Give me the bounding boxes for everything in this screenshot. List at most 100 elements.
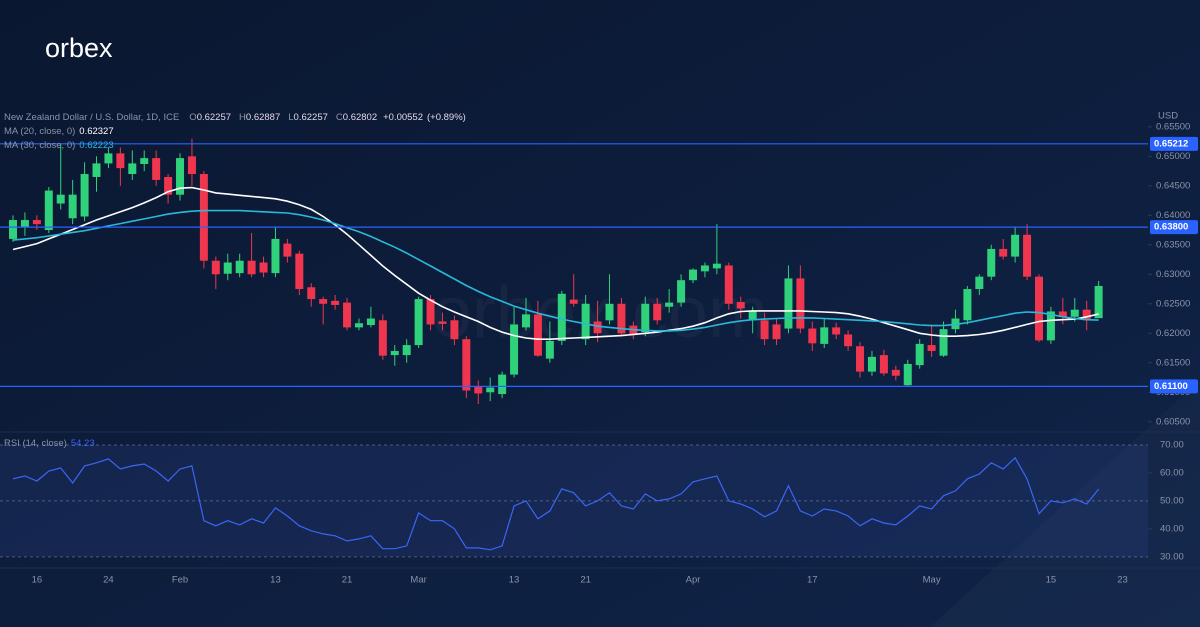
legend-name: MA (30, close, 0) xyxy=(4,140,75,151)
candle-body xyxy=(521,314,530,328)
y-tick-label: 0.63500 xyxy=(1156,239,1190,250)
candle-body xyxy=(259,262,268,273)
candle-body xyxy=(760,320,769,340)
x-tick-label: 23 xyxy=(1117,575,1128,586)
candle-body xyxy=(557,293,566,341)
ohlc-value: 0.62887 xyxy=(246,112,280,123)
candle-body xyxy=(354,323,363,328)
legend-value: 0.62327 xyxy=(79,126,113,137)
candle-body xyxy=(1070,309,1079,317)
axis-unit: USD xyxy=(1158,111,1178,122)
candle-body xyxy=(414,299,423,346)
candle-body xyxy=(152,158,161,180)
chart-header: New Zealand Dollar / U.S. Dollar, 1D, IC… xyxy=(4,112,466,123)
rsi-band xyxy=(0,444,1148,557)
symbol: New Zealand Dollar / U.S. Dollar, 1D, IC… xyxy=(4,112,179,123)
candle-body xyxy=(235,260,244,274)
candle-body xyxy=(593,321,602,334)
x-tick-label: Feb xyxy=(172,575,188,586)
candle-body xyxy=(689,269,698,281)
legend-entry: MA (20, close, 0) 0.62327 xyxy=(4,126,114,137)
candle-body xyxy=(128,163,137,175)
candle-body xyxy=(343,302,352,328)
candle-body xyxy=(498,374,507,395)
candle-body xyxy=(510,324,519,375)
candle-body xyxy=(987,248,996,277)
candle-body xyxy=(450,320,459,340)
candle-body xyxy=(927,345,936,351)
candle-body xyxy=(223,262,232,274)
candle-body xyxy=(999,248,1008,257)
candle-body xyxy=(939,329,948,356)
candle-body xyxy=(462,339,471,391)
moving-average-line xyxy=(12,209,1099,332)
candle-body xyxy=(1082,309,1091,321)
rsi-tick-label: 30.00 xyxy=(1160,551,1184,562)
brand-logo: orbex xyxy=(45,33,113,63)
candle-body xyxy=(164,176,173,195)
candle-body xyxy=(32,220,41,225)
candle-body xyxy=(116,153,125,169)
ohlc-value: 0.62257 xyxy=(294,112,328,123)
y-tick-label: 0.61500 xyxy=(1156,357,1190,368)
ohlc-label: H xyxy=(239,112,246,123)
ohlc-label: O xyxy=(189,112,196,123)
indicator-legend: RSI (14, close) 54.23 xyxy=(4,438,95,449)
candle-body xyxy=(20,220,29,228)
y-tick-label: 0.62000 xyxy=(1156,328,1190,339)
candle-body xyxy=(1011,234,1020,257)
candle-body xyxy=(879,355,888,374)
candle-body xyxy=(271,238,280,274)
x-tick-label: 13 xyxy=(270,575,281,586)
candle-body xyxy=(474,386,483,394)
candle-body xyxy=(1058,311,1067,317)
legend-value: 0.62223 xyxy=(79,140,113,151)
candle-body xyxy=(808,328,817,344)
x-tick-label: May xyxy=(923,575,941,586)
indicator-name: RSI (14, close) xyxy=(4,438,67,449)
indicator-line xyxy=(12,456,1100,551)
candle-body xyxy=(677,280,686,303)
level-label-bg xyxy=(1150,136,1198,151)
candle-body xyxy=(44,190,53,231)
candle-body xyxy=(820,327,829,344)
x-tick-label: 21 xyxy=(342,575,353,586)
candle-body xyxy=(80,174,89,217)
candle-body xyxy=(438,321,447,324)
candle-body xyxy=(140,158,149,165)
candle-body xyxy=(712,263,721,269)
candle-body xyxy=(378,320,387,356)
candle-body xyxy=(56,194,65,204)
x-tick-label: 24 xyxy=(103,575,114,586)
candle-body xyxy=(1094,285,1103,319)
ohlc-value: 0.62802 xyxy=(343,112,377,123)
legend-name: MA (20, close, 0) xyxy=(4,126,75,137)
candle-body xyxy=(104,153,113,164)
candle-body xyxy=(211,260,220,275)
candle-body xyxy=(963,289,972,321)
candle-body xyxy=(772,324,781,340)
candle-body xyxy=(545,340,554,359)
x-tick-label: Mar xyxy=(410,575,426,586)
rsi-tick-label: 50.00 xyxy=(1160,495,1184,506)
x-tick-label: 13 xyxy=(509,575,520,586)
candle-body xyxy=(319,299,328,304)
x-tick-label: 21 xyxy=(580,575,591,586)
candle-body xyxy=(176,158,185,195)
candle-body xyxy=(832,327,841,335)
level-label-bg xyxy=(1150,220,1198,235)
y-tick-label: 0.65500 xyxy=(1156,121,1190,132)
candle-body xyxy=(295,253,304,290)
rsi-tick-label: 60.00 xyxy=(1160,467,1184,478)
candle-body xyxy=(796,278,805,329)
y-tick-label: 0.64500 xyxy=(1156,180,1190,191)
candle-body xyxy=(426,299,435,325)
y-tick-label: 0.60500 xyxy=(1156,416,1190,427)
candle-body xyxy=(199,174,208,261)
x-tick-label: 15 xyxy=(1046,575,1057,586)
candle-body xyxy=(867,356,876,372)
level-label: 0.65212 xyxy=(1154,138,1188,149)
candle-body xyxy=(366,318,375,326)
